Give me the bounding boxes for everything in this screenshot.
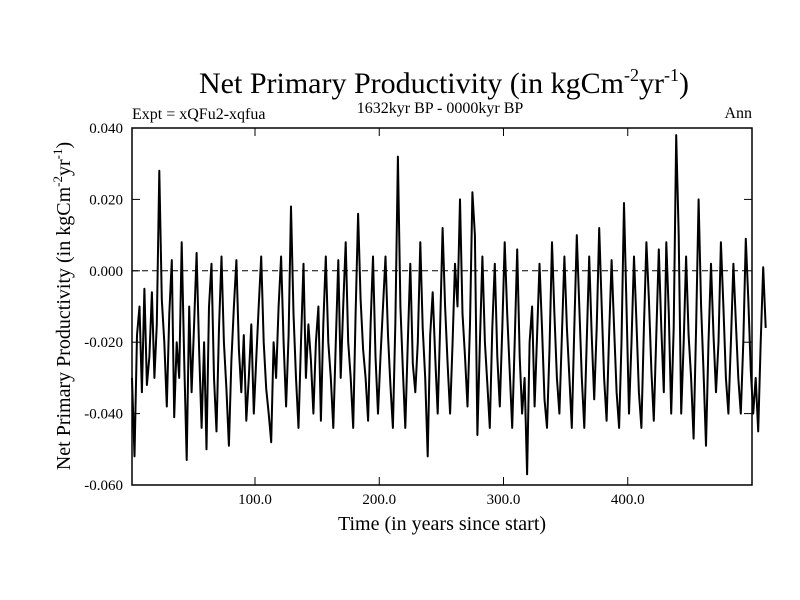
x-tick-label: 400.0 <box>611 492 645 508</box>
y-tick-label: -0.060 <box>84 478 123 494</box>
chart-title: Net Primary Productivity (in kgCm-2yr-1) <box>199 65 689 100</box>
x-tick-label: 200.0 <box>362 492 396 508</box>
y-tick-label: 0.000 <box>89 264 123 280</box>
x-tick-label: 300.0 <box>487 492 521 508</box>
experiment-label: Expt = xQFu2-xqfua <box>132 106 265 123</box>
x-axis-label: Time (in years since start) <box>338 513 546 535</box>
y-axis-label: Net Primary Productivity (in kgCm-2yr-1) <box>50 142 75 470</box>
season-label: Ann <box>724 105 752 122</box>
npp-series-line <box>131 134 767 476</box>
x-tick-label: 100.0 <box>238 492 272 508</box>
y-axis-ticks: -0.060 -0.040 -0.020 0.000 0.020 0.040 <box>84 121 752 494</box>
y-tick-label: -0.020 <box>84 335 123 351</box>
y-tick-label: 0.020 <box>89 192 123 208</box>
plot-frame <box>131 127 753 486</box>
y-tick-label: 0.040 <box>89 121 123 137</box>
x-axis-ticks: 100.0 200.0 300.0 400.0 <box>238 128 645 508</box>
y-tick-label: -0.040 <box>84 407 123 423</box>
period-label: 1632kyr BP - 0000kyr BP <box>357 100 524 117</box>
